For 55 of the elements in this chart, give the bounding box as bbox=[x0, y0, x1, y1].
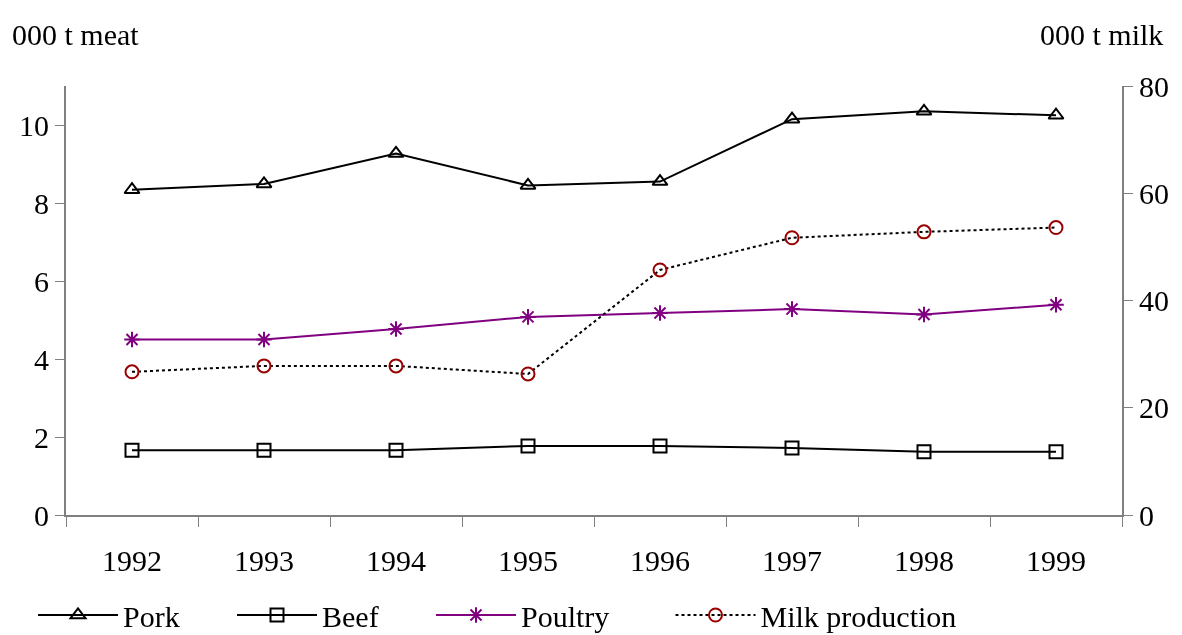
legend-label: Poultry bbox=[521, 599, 610, 633]
point bbox=[388, 442, 404, 458]
x-tick-label: 1996 bbox=[630, 544, 690, 577]
point bbox=[916, 224, 932, 240]
point bbox=[1047, 107, 1065, 120]
point bbox=[784, 440, 800, 456]
point bbox=[519, 177, 537, 190]
y2-tick-label: 0 bbox=[1139, 498, 1154, 532]
point bbox=[1048, 220, 1064, 236]
point bbox=[124, 442, 140, 458]
point bbox=[123, 330, 141, 349]
point bbox=[255, 176, 273, 189]
point bbox=[651, 304, 669, 322]
y2-tick-label: 40 bbox=[1139, 284, 1169, 317]
point bbox=[388, 358, 404, 374]
point bbox=[915, 305, 933, 324]
point bbox=[519, 308, 537, 326]
point bbox=[915, 103, 933, 116]
point bbox=[783, 111, 801, 124]
legend-label: Beef bbox=[322, 599, 379, 633]
y-tick-label: 2 bbox=[34, 420, 49, 454]
point bbox=[520, 366, 536, 382]
x-tick-label: 1998 bbox=[894, 544, 954, 577]
point bbox=[124, 364, 140, 380]
y2-tick-label: 60 bbox=[1139, 176, 1169, 210]
point bbox=[256, 358, 272, 374]
y2-tick-label: 80 bbox=[1139, 69, 1169, 103]
point bbox=[916, 444, 932, 460]
point bbox=[1047, 295, 1065, 314]
point bbox=[783, 300, 801, 318]
legend-label: Milk production bbox=[760, 599, 957, 633]
y2-tick-label: 20 bbox=[1139, 391, 1169, 425]
point bbox=[652, 438, 668, 454]
y-tick-label: 0 bbox=[34, 498, 49, 532]
x-tick-label: 1995 bbox=[498, 544, 558, 577]
y-axis-title: 000 t meat bbox=[12, 18, 140, 51]
point bbox=[387, 320, 405, 338]
point bbox=[255, 330, 273, 349]
x-tick-label: 1997 bbox=[762, 544, 822, 577]
y-tick-label: 8 bbox=[34, 186, 49, 220]
legend-label: Pork bbox=[123, 599, 180, 633]
x-tick-label: 1992 bbox=[102, 544, 162, 577]
y-tick-label: 10 bbox=[19, 108, 49, 142]
y-tick-label: 4 bbox=[34, 342, 49, 376]
x-tick-label: 1994 bbox=[366, 544, 426, 577]
point bbox=[387, 145, 405, 158]
point bbox=[1048, 444, 1064, 460]
point bbox=[784, 230, 800, 246]
x-tick-label: 1993 bbox=[234, 544, 294, 577]
x-tick-label: 1999 bbox=[1026, 544, 1086, 577]
point bbox=[256, 442, 272, 458]
point bbox=[652, 262, 668, 278]
y-tick-label: 6 bbox=[34, 264, 49, 298]
y2-axis-title: 000 t milk bbox=[1040, 18, 1164, 51]
point bbox=[520, 438, 536, 454]
